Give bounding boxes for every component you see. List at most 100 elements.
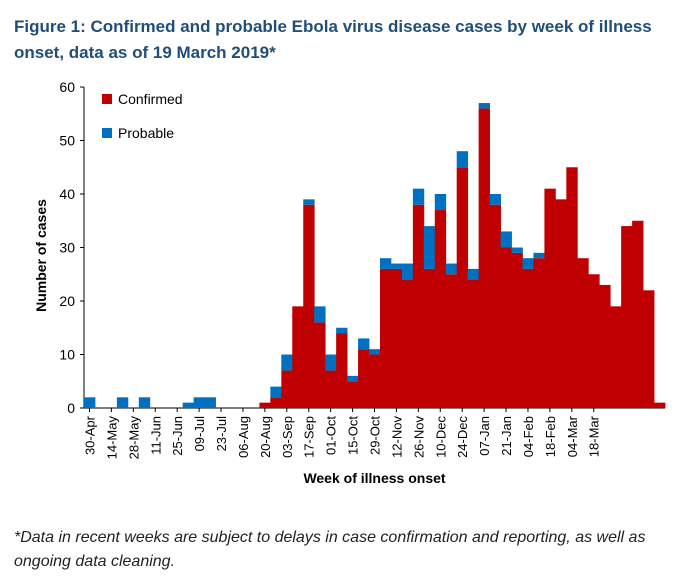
x-tick-label: 25-Jun xyxy=(170,416,185,456)
bar-probable xyxy=(489,194,501,205)
bar-confirmed xyxy=(511,252,523,408)
bar-probable xyxy=(522,258,534,269)
bar-confirmed xyxy=(281,370,293,408)
x-tick-label: 03-Sep xyxy=(280,416,295,458)
bar-probable xyxy=(379,258,392,269)
x-tick-label: 23-Jul xyxy=(214,416,229,452)
bar-confirmed xyxy=(522,268,534,408)
bar-confirmed xyxy=(621,226,633,408)
bar-probable xyxy=(204,397,216,408)
x-tick-label: 06-Aug xyxy=(236,416,251,458)
bar-probable xyxy=(423,226,436,269)
bar-probable xyxy=(347,375,359,382)
x-tick-label: 07-Jan xyxy=(477,416,492,456)
y-tick-label: 50 xyxy=(59,133,75,149)
bar-confirmed xyxy=(610,306,622,408)
x-tick-label: 12-Nov xyxy=(389,416,404,458)
bar-probable xyxy=(456,151,469,168)
figure-title: Figure 1: Confirmed and probable Ebola v… xyxy=(14,17,652,62)
bar-confirmed xyxy=(566,167,578,408)
y-tick-label: 20 xyxy=(59,293,75,309)
bar-confirmed xyxy=(500,247,512,408)
x-axis-title: Week of illness onset xyxy=(303,470,445,486)
chart-container: 0 10 20 30 40 50 60 30-Apr 14-May 28-May 11-Jun 25-… xyxy=(0,70,696,510)
bar-confirmed xyxy=(533,258,545,408)
bar-probable xyxy=(511,247,523,253)
bar-confirmed xyxy=(270,397,282,408)
bar-probable xyxy=(182,402,195,408)
bar-probable xyxy=(281,354,293,371)
bar-probable xyxy=(193,397,205,408)
x-tick-label: 21-Jan xyxy=(499,416,514,456)
x-tick-label: 20-Aug xyxy=(258,416,273,458)
y-axis-title: Number of cases xyxy=(33,199,49,312)
x-tick-label: 11-Jun xyxy=(148,416,163,455)
bar-confirmed xyxy=(445,274,458,408)
bar-confirmed xyxy=(412,204,425,408)
bar-probable xyxy=(116,397,129,408)
y-tick-label: 40 xyxy=(59,186,75,202)
bar-confirmed xyxy=(456,167,469,408)
bar-probable xyxy=(434,194,447,211)
bar-confirmed xyxy=(643,290,655,408)
bar-confirmed xyxy=(599,284,611,408)
bar-probable xyxy=(336,327,348,334)
bar-probable xyxy=(467,268,480,280)
bar-confirmed xyxy=(292,306,304,408)
bar-confirmed xyxy=(259,402,271,408)
x-tick-label: 18-Mar xyxy=(587,415,602,457)
bar-confirmed xyxy=(654,402,666,408)
x-tick-label: 15-Oct xyxy=(346,416,361,455)
bar-confirmed xyxy=(555,199,567,408)
bar-confirmed xyxy=(632,220,644,408)
bar-confirmed xyxy=(369,354,381,408)
x-tick-label: 10-Dec xyxy=(433,416,448,458)
bar-confirmed xyxy=(478,108,491,409)
legend-swatch-confirmed xyxy=(102,94,112,104)
bar-probable xyxy=(325,354,337,371)
bar-probable xyxy=(445,263,458,275)
bar-probable xyxy=(358,338,370,350)
legend-label-confirmed: Confirmed xyxy=(118,91,183,107)
bar-confirmed xyxy=(544,188,556,408)
bar-probable xyxy=(412,188,425,205)
x-tick-label: 18-Feb xyxy=(543,416,558,457)
bar-probable xyxy=(84,397,96,408)
y-tick-label: 30 xyxy=(59,240,75,256)
bar-confirmed xyxy=(379,268,392,408)
bar-probable xyxy=(303,199,315,205)
x-tick-label: 30-Apr xyxy=(82,415,97,455)
legend-swatch-probable xyxy=(102,128,112,138)
y-tick-label: 60 xyxy=(59,79,75,95)
x-tick-label: 29-Oct xyxy=(368,416,383,455)
y-tick-label: 0 xyxy=(67,400,75,416)
bar-probable xyxy=(533,252,545,259)
bar-confirmed xyxy=(423,268,436,408)
bar-confirmed xyxy=(467,279,480,408)
bar-probable xyxy=(314,306,326,323)
bar-probable xyxy=(401,263,414,280)
x-tick-label: 28-May xyxy=(126,416,141,460)
x-tick-label: 04-Feb xyxy=(521,416,536,457)
bar-confirmed xyxy=(434,210,447,408)
bar-probable xyxy=(478,103,491,109)
bar-probable xyxy=(138,397,151,408)
x-tick-label: 24-Dec xyxy=(455,416,470,458)
bar-confirmed xyxy=(358,349,370,408)
x-tick-label: 09-Jul xyxy=(192,416,207,452)
x-tick-label: 04-Mar xyxy=(565,415,580,457)
stacked-bar-chart: 0 10 20 30 40 50 60 30-Apr 14-May 28-May 11-Jun 25-… xyxy=(33,79,666,486)
y-tick-label: 10 xyxy=(59,347,75,363)
x-tick-label: 26-Nov xyxy=(411,416,426,458)
bar-confirmed xyxy=(347,381,359,408)
x-tick-label: 01-Oct xyxy=(324,416,339,455)
bar-confirmed xyxy=(336,333,348,408)
bar-probable xyxy=(270,386,282,398)
bar-confirmed xyxy=(314,322,326,408)
bar-confirmed xyxy=(390,268,403,408)
x-tick-label: 17-Sep xyxy=(302,416,317,458)
x-tick-label: 14-May xyxy=(104,416,119,460)
bar-confirmed xyxy=(588,274,600,408)
bar-probable xyxy=(390,263,403,269)
bar-confirmed xyxy=(577,258,589,408)
